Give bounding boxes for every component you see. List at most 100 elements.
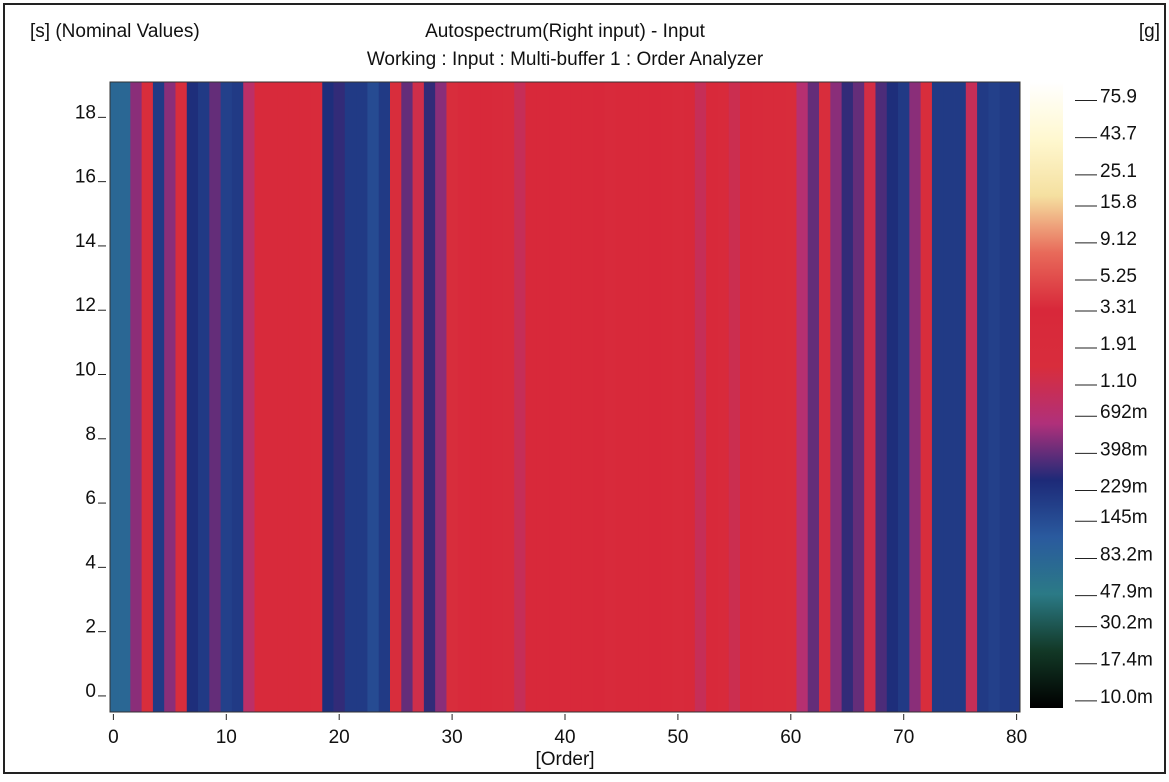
colorbar (1030, 82, 1063, 708)
heatmap-cell (491, 82, 504, 712)
heatmap-cell (231, 82, 244, 712)
heatmap-cell (152, 82, 165, 712)
x-tick-label: 0 (108, 727, 119, 748)
heatmap-cell (288, 82, 301, 712)
heatmap-cell (717, 82, 730, 712)
heatmap-cell (683, 82, 696, 712)
heatmap-cell (243, 82, 255, 712)
heatmap-cell (559, 82, 572, 712)
heatmap-cell (931, 82, 944, 712)
heatmap-cell (1010, 82, 1020, 712)
y-tick-label: 4 (85, 552, 96, 573)
heatmap-cell (920, 82, 933, 712)
x-tick-label: 60 (780, 727, 801, 748)
plot-border (109, 81, 1021, 713)
heatmap-cell (988, 82, 1001, 712)
colorbar-tick-label: 5.25 (1100, 266, 1137, 287)
heatmap-cell (593, 82, 605, 712)
heatmap-cell (164, 82, 176, 712)
colorbar-tick-label: 43.7 (1100, 124, 1137, 145)
heatmap-cell (864, 82, 876, 712)
colorbar-tick-label: 9.12 (1100, 229, 1137, 250)
heatmap-cell (807, 82, 820, 712)
x-tick-label: 40 (554, 727, 575, 748)
y-tick-label: 18 (75, 102, 96, 123)
colorbar-tick-label: 692m (1100, 402, 1148, 423)
heatmap-cell (130, 82, 143, 712)
heatmap-cell (514, 82, 526, 712)
heatmap-cell (660, 82, 673, 712)
colorbar-tick-label: 145m (1100, 507, 1148, 528)
x-tick-label: 70 (893, 727, 914, 748)
heatmap-cell (254, 82, 267, 712)
y-axis-label: [s] (Nominal Values) (30, 21, 200, 42)
heatmap-cell (627, 82, 639, 712)
heatmap-cell (322, 82, 334, 712)
heatmap-cell (875, 82, 888, 712)
colorbar-tick-label: 1.91 (1100, 334, 1137, 355)
heatmap-cell (694, 82, 707, 712)
x-tick-label: 50 (667, 727, 688, 748)
colorbar-tick-label: 398m (1100, 439, 1148, 460)
x-tick-label: 30 (442, 727, 463, 748)
heatmap-cell (457, 82, 470, 712)
colorbar-tick-label: 15.8 (1100, 192, 1137, 213)
heatmap-cell (175, 82, 188, 712)
heatmap-cell (604, 82, 617, 712)
heatmap-cell (119, 82, 131, 712)
heatmap-cell (110, 82, 120, 712)
heatmap-cell (310, 82, 323, 712)
heatmap-cell (412, 82, 425, 712)
heatmap-cell (141, 82, 154, 712)
colorbar-tick-label: 17.4m (1100, 650, 1153, 671)
heatmap-cell (852, 82, 865, 712)
colorbar-tick-label: 75.9 (1100, 87, 1137, 108)
heatmap-cell (548, 82, 560, 712)
colorbar-tick-label: 10.0m (1100, 687, 1153, 708)
heatmap-cell (773, 82, 786, 712)
heatmap-cell (220, 82, 233, 712)
colorbar-tick-label: 25.1 (1100, 161, 1137, 182)
x-axis-label: [Order] (535, 749, 594, 770)
heatmap-cell (706, 82, 718, 712)
heatmap-cell (356, 82, 368, 712)
heatmap-cell (277, 82, 289, 712)
y-tick-label: 16 (75, 167, 96, 188)
heatmap-cell (785, 82, 797, 712)
heatmap-cell (367, 82, 380, 712)
heatmap-cell (209, 82, 222, 712)
heatmap-cell (943, 82, 955, 712)
heatmap-cell (841, 82, 854, 712)
colorbar-unit: [g] (1139, 21, 1160, 42)
y-tick-label: 8 (85, 424, 96, 445)
heatmap-cell (954, 82, 967, 712)
heatmap-cell (480, 82, 493, 712)
x-tick-label: 80 (1006, 727, 1027, 748)
colorbar-tick-label: 229m (1100, 477, 1148, 498)
colorbar-tick-label: 3.31 (1100, 297, 1137, 318)
heatmap-cell (649, 82, 662, 712)
y-tick-label: 6 (85, 488, 96, 509)
heatmap-cell (186, 82, 199, 712)
colorbar-tick-label: 1.10 (1100, 371, 1137, 392)
heatmap-cell (401, 82, 413, 712)
heatmap-cell (423, 82, 436, 712)
heatmap-cell (898, 82, 910, 712)
colorbar-tick-label: 30.2m (1100, 613, 1153, 634)
x-tick-label: 10 (216, 727, 237, 748)
heatmap-cell (762, 82, 775, 712)
y-tick-label: 10 (75, 360, 96, 381)
colorbar-tick-label: 83.2m (1100, 545, 1153, 566)
heatmap-cell (751, 82, 763, 712)
heatmap-cell (965, 82, 978, 712)
heatmap-cell (570, 82, 583, 712)
heatmap (110, 82, 1020, 712)
heatmap-cell (728, 82, 741, 712)
heatmap-cell (446, 82, 459, 712)
x-tick-label: 20 (329, 727, 350, 748)
heatmap-cell (333, 82, 346, 712)
colorbar-tick-label: 47.9m (1100, 582, 1153, 603)
heatmap-cell (581, 82, 594, 712)
